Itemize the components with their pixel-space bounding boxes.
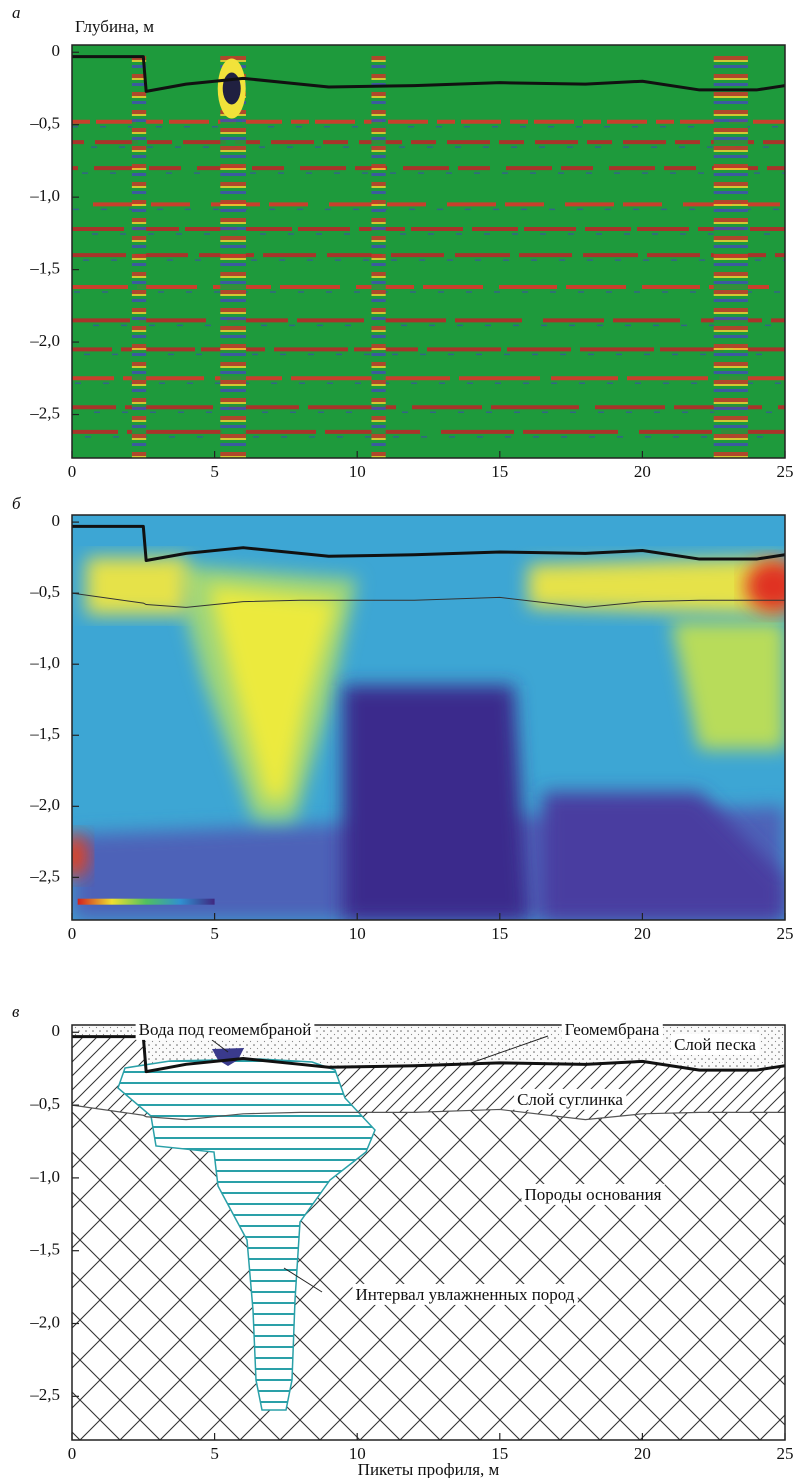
plot-frame <box>71 1024 786 1441</box>
color-scale <box>77 898 215 905</box>
y-tick-label: 0 <box>52 1021 61 1040</box>
peak-zone <box>745 560 785 613</box>
y-tick-label: –2,0 <box>29 331 60 350</box>
x-tick-label: 25 <box>777 1444 794 1463</box>
x-tick-label: 0 <box>68 924 77 943</box>
leader-line <box>467 1035 549 1065</box>
x-tick-label: 25 <box>777 924 794 943</box>
y-axis-label: Глубина, м <box>75 17 154 36</box>
panel-label: в <box>12 1002 20 1021</box>
panel-label: а <box>12 3 21 22</box>
panel <box>72 45 785 458</box>
x-tick-label: 10 <box>349 924 366 943</box>
y-tick-label: –2,0 <box>29 1312 60 1331</box>
annotation: Слой песка <box>674 1035 756 1054</box>
boundary-line <box>72 55 785 93</box>
panel <box>72 1025 785 1440</box>
panel-label: б <box>12 494 21 513</box>
annotation: Слой суглинка <box>517 1090 623 1109</box>
y-tick-label: –2,5 <box>29 403 60 422</box>
y-tick-label: –2,5 <box>29 1385 60 1404</box>
boundary-line <box>72 1035 785 1074</box>
x-tick-label: 15 <box>491 924 508 943</box>
y-tick-label: 0 <box>52 511 61 530</box>
x-tick-label: 10 <box>349 462 366 481</box>
peak-zone <box>72 834 89 879</box>
boundary-line <box>72 1104 785 1121</box>
x-tick-label: 5 <box>210 924 219 943</box>
x-tick-label: 0 <box>68 1444 77 1463</box>
anomaly-band <box>131 52 147 458</box>
y-tick-label: –0,5 <box>29 1094 60 1113</box>
radargram-background <box>72 45 785 458</box>
water-lens <box>212 1048 244 1066</box>
plot-frame <box>71 44 786 459</box>
annotation: Геомембрана <box>565 1020 660 1039</box>
plot-frame <box>71 514 786 921</box>
x-tick-label: 0 <box>68 462 77 481</box>
annotation-background <box>514 1088 627 1110</box>
annotation-background <box>671 1033 760 1055</box>
x-tick-label: 15 <box>491 1444 508 1463</box>
x-tick-label: 15 <box>491 462 508 481</box>
y-tick-label: –2,0 <box>29 795 60 814</box>
annotation: Интервал увлажненных пород <box>356 1285 575 1304</box>
x-tick-label: 5 <box>210 462 219 481</box>
x-tick-label: 20 <box>634 924 651 943</box>
x-tick-label: 5 <box>210 1444 219 1463</box>
x-tick-label: 20 <box>634 1444 651 1463</box>
y-tick-label: –0,5 <box>29 582 60 601</box>
x-tick-label: 25 <box>777 462 794 481</box>
x-tick-label: 20 <box>634 462 651 481</box>
bedrock <box>72 1105 785 1440</box>
annotation-background <box>135 1018 315 1040</box>
low-zone <box>542 792 785 920</box>
mid-zone <box>670 621 785 750</box>
anomaly-band <box>371 52 386 458</box>
annotation-background <box>352 1283 578 1305</box>
leader-line <box>211 1039 229 1053</box>
y-tick-label: –1,0 <box>29 653 60 672</box>
anomaly-band <box>713 52 748 458</box>
boundary-line <box>72 592 785 608</box>
annotation-background <box>521 1183 665 1205</box>
high-zone <box>86 557 187 615</box>
y-tick-label: –2,5 <box>29 866 60 885</box>
annotation: Вода под геомембраной <box>139 1020 312 1039</box>
anomaly-band <box>220 52 246 458</box>
x-tick-label: 10 <box>349 1444 366 1463</box>
y-tick-label: –1,0 <box>29 1167 60 1186</box>
y-tick-label: –1,5 <box>29 259 60 278</box>
panel <box>72 515 785 920</box>
y-tick-label: 0 <box>52 41 61 60</box>
boundary-line <box>72 524 785 562</box>
annotation-background <box>561 1018 663 1040</box>
y-tick-label: –1,0 <box>29 186 60 205</box>
anomaly-core <box>222 72 241 105</box>
y-tick-label: –1,5 <box>29 724 60 743</box>
x-axis-label: Пикеты профиля, м <box>358 1460 500 1478</box>
low-zone <box>342 685 529 920</box>
annotation: Породы основания <box>524 1185 661 1204</box>
leader-line <box>283 1267 323 1293</box>
high-zone <box>208 586 338 800</box>
y-tick-label: –1,5 <box>29 1240 60 1259</box>
y-tick-label: –0,5 <box>29 114 60 133</box>
